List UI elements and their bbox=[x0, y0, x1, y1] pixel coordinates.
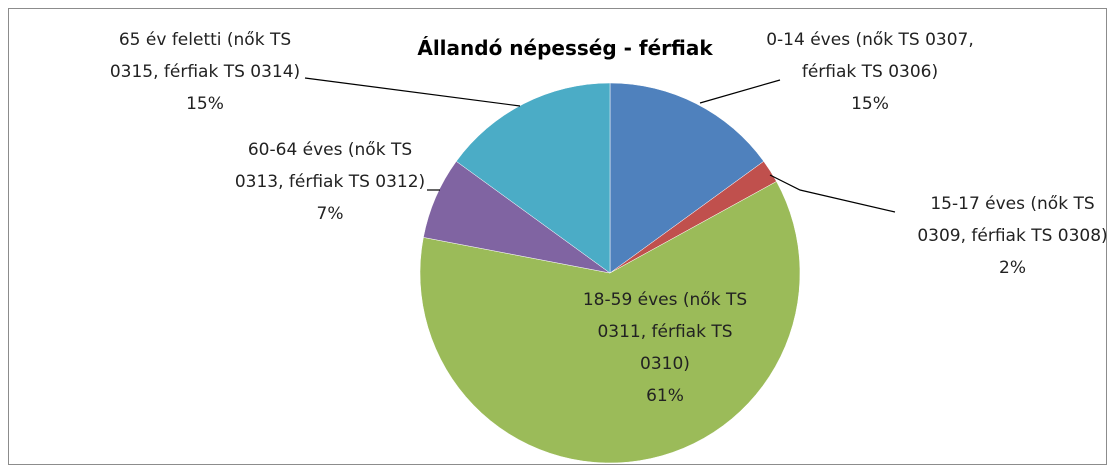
percent-label: 7% bbox=[316, 204, 344, 224]
percent-label: 2% bbox=[999, 258, 1026, 278]
data-label: 65 év feletti (nők TS 0315, férfiak TS 0… bbox=[95, 24, 315, 120]
category-label: 65 év feletti (nők TS 0315, férfiak TS 0… bbox=[109, 30, 301, 82]
category-label: 15-17 éves (nők TS 0309, férfiak TS 0308… bbox=[917, 194, 1108, 246]
pie-slice bbox=[455, 82, 611, 274]
category-label: 0-14 éves (nők TS 0307, férfiak TS 0306) bbox=[766, 30, 974, 82]
pie-slice bbox=[609, 82, 765, 274]
percent-label: 15% bbox=[851, 94, 889, 114]
data-label: 0-14 éves (nők TS 0307, férfiak TS 0306)… bbox=[765, 24, 975, 120]
data-label: 60-64 éves (nők TS 0313, férfiak TS 0312… bbox=[225, 134, 435, 230]
percent-label: 15% bbox=[186, 94, 224, 114]
category-label: 60-64 éves (nők TS 0313, férfiak TS 0312… bbox=[234, 140, 426, 192]
pie-slice bbox=[419, 181, 801, 464]
data-label: 18-59 éves (nők TS 0311, férfiak TS 0310… bbox=[580, 284, 750, 412]
frame bbox=[8, 8, 1107, 465]
leader-line bbox=[304, 77, 521, 107]
chart-title: Állandó népesség - férfiak bbox=[417, 36, 713, 60]
leader-line bbox=[699, 79, 781, 104]
data-label: 15-17 éves (nők TS 0309, férfiak TS 0308… bbox=[905, 188, 1115, 284]
percent-label: 61% bbox=[646, 386, 684, 406]
leader-line bbox=[769, 174, 896, 213]
category-label: 18-59 éves (nők TS 0311, férfiak TS 0310… bbox=[582, 290, 748, 374]
